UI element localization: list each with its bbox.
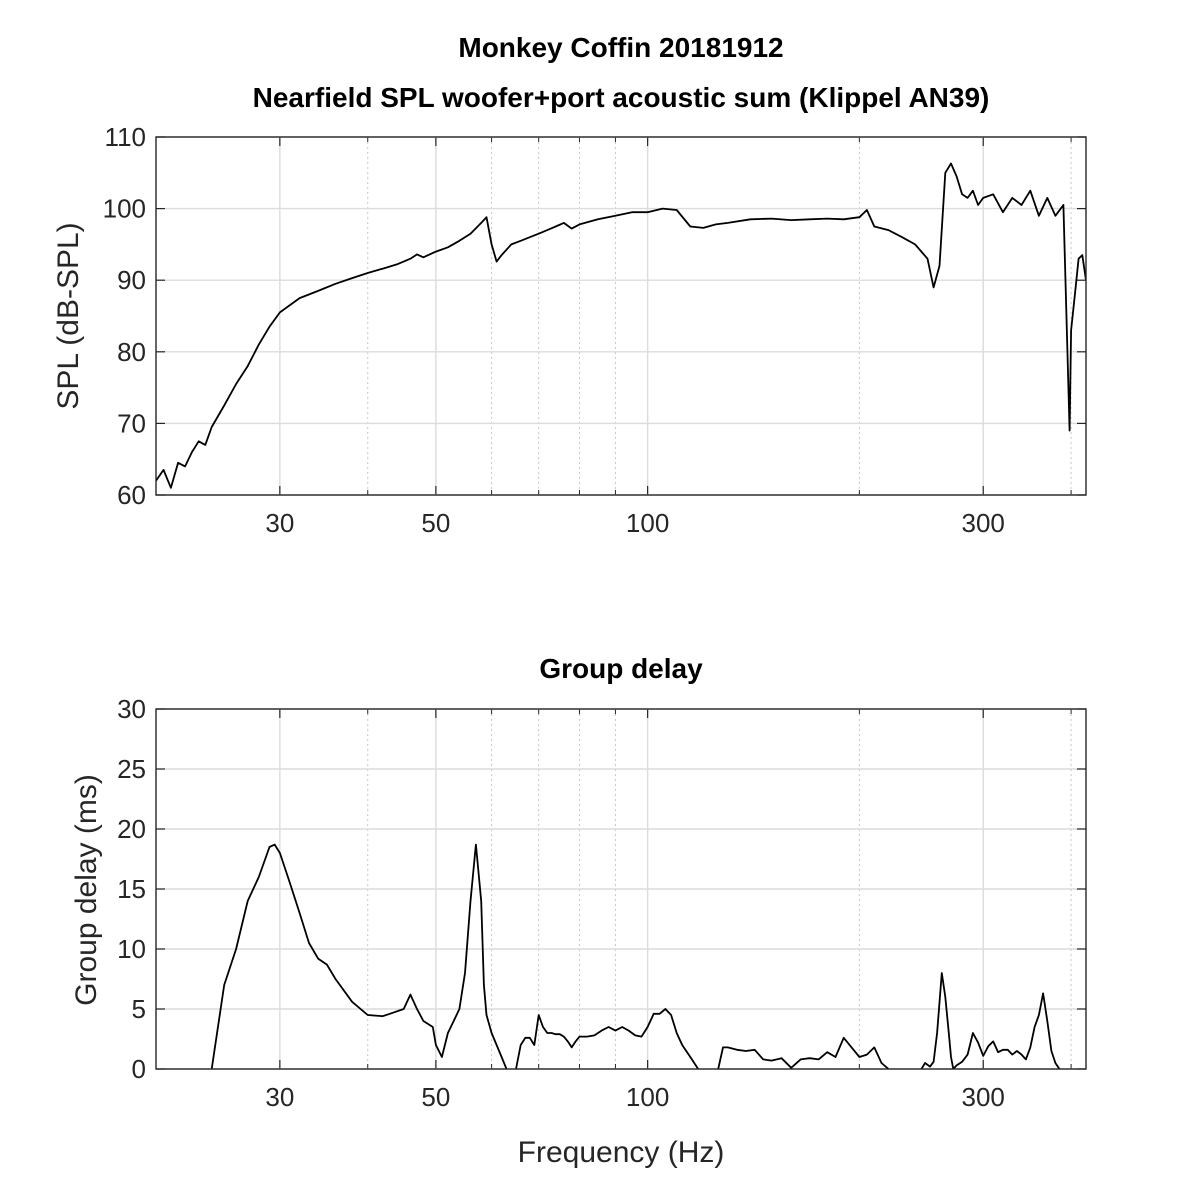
- x-tick-label: 300: [962, 508, 1005, 538]
- group-delay-title: Group delay: [539, 653, 703, 684]
- y-tick-label: 20: [117, 814, 146, 844]
- group-delay-plot: 30 50 100 300 0 5 10 15 20 25 30: [117, 694, 1087, 1112]
- axes-box: [155, 708, 1087, 1070]
- axes-box: [155, 136, 1087, 496]
- y-tick-label: 0: [132, 1054, 146, 1084]
- data-line: [515, 1008, 699, 1069]
- y-tick-label: 80: [117, 337, 146, 367]
- y-tick-label: 5: [132, 994, 146, 1024]
- data-line: [717, 1036, 890, 1069]
- y-tick-label: 25: [117, 754, 146, 784]
- x-tick-label: 50: [421, 1082, 450, 1112]
- data-line: [920, 972, 1061, 1069]
- frequency-axis-label: Frequency (Hz): [518, 1136, 725, 1169]
- chart-subtitle: Nearfield SPL woofer+port acoustic sum (…: [253, 82, 990, 113]
- y-tick-label: 60: [117, 480, 146, 510]
- spl-axis-label: SPL (dB-SPL): [52, 222, 85, 409]
- y-tick-label: 100: [103, 194, 146, 224]
- y-tick-label: 110: [105, 122, 146, 152]
- data-line: [210, 843, 508, 1069]
- y-tick-label: 10: [117, 934, 146, 964]
- x-tick-label: 300: [962, 1082, 1005, 1112]
- x-tick-label: 30: [265, 508, 294, 538]
- y-tick-label: 15: [117, 874, 146, 904]
- x-tick-label: 100: [626, 508, 669, 538]
- data-line: [156, 162, 1086, 489]
- group-delay-axis-label: Group delay (ms): [70, 774, 103, 1006]
- y-tick-label: 70: [117, 408, 146, 438]
- y-tick-label: 30: [117, 694, 146, 724]
- x-tick-label: 100: [626, 1082, 669, 1112]
- x-tick-label: 50: [421, 508, 450, 538]
- x-tick-label: 30: [265, 1082, 294, 1112]
- chart-title: Monkey Coffin 20181912: [458, 32, 783, 63]
- y-tick-label: 90: [117, 265, 146, 295]
- spl-plot: 30 50 100 300 60 70 80 90 100 110: [103, 122, 1087, 538]
